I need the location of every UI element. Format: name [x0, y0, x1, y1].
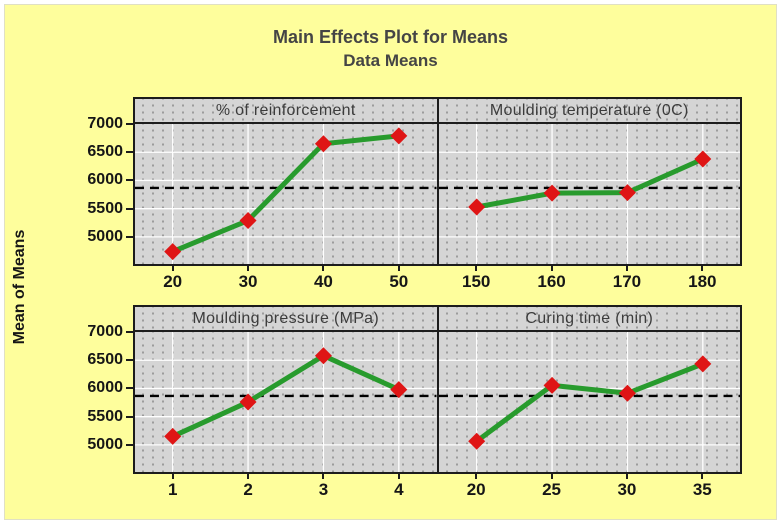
x-tick-mark	[701, 473, 704, 479]
data-point-marker	[239, 393, 257, 411]
x-tick-label: 35	[692, 480, 712, 499]
x-tick-label: 180	[688, 272, 717, 291]
x-tick-mark	[397, 265, 400, 271]
y-tick-label: 5500	[87, 407, 123, 425]
panel: Moulding pressure (MPa)	[135, 307, 437, 472]
y-tick-label: 6000	[87, 379, 123, 397]
chart-title: Main Effects Plot for Means	[272, 27, 509, 47]
y-tick-mark	[126, 151, 133, 154]
data-point-marker	[543, 184, 561, 202]
x-tick-label: 4	[394, 480, 404, 499]
data-point-marker	[164, 427, 182, 445]
x-tick-mark	[550, 265, 553, 271]
y-tick-mark	[126, 123, 133, 125]
x-tick-mark	[475, 473, 478, 479]
panel-title: Moulding pressure (MPa)	[192, 309, 380, 327]
x-tick-mark	[701, 265, 704, 271]
plot-frame: Main Effects Plot for Means Data Means M…	[4, 4, 777, 520]
y-tick-mark	[126, 331, 133, 333]
panel-canvas	[135, 332, 437, 472]
y-tick-label: 5500	[87, 199, 123, 217]
y-tick-label: 5000	[87, 435, 123, 453]
x-tick-mark	[397, 473, 400, 479]
x-tick-mark	[322, 265, 325, 271]
chart-subtitle: Data Means	[343, 51, 438, 70]
x-tick-mark	[247, 265, 250, 271]
y-tick-mark	[126, 387, 133, 390]
data-point-marker	[390, 127, 408, 145]
y-tick-label: 6000	[87, 171, 123, 189]
panel-row: % of reinforcement Moulding temperature (…	[133, 97, 742, 266]
x-tick-label: 30	[617, 480, 637, 499]
y-tick-mark	[126, 415, 133, 418]
data-point-marker	[467, 198, 485, 216]
y-tick-mark	[126, 443, 133, 446]
x-tick-label: 20	[466, 480, 486, 499]
y-tick-label: 7000	[87, 115, 123, 132]
x-tick-label: 160	[537, 272, 566, 291]
data-point-marker	[239, 212, 257, 230]
data-point-marker	[618, 384, 636, 402]
y-tick-mark	[126, 207, 133, 210]
panel-canvas	[438, 332, 740, 472]
y-tick-mark	[126, 359, 133, 362]
panel-title: Curing time (min)	[525, 309, 654, 327]
x-tick-label: 30	[238, 272, 258, 291]
x-tick-label: 50	[389, 272, 409, 291]
panel-plot-area	[135, 332, 437, 472]
x-tick-label: 170	[612, 272, 642, 291]
panel-row: Moulding pressure (MPa) Curing time (min)	[133, 305, 742, 474]
panel: Moulding temperature (0C)	[436, 99, 740, 264]
panel-header: % of reinforcement	[135, 99, 437, 124]
x-tick-label: 3	[318, 480, 329, 499]
panel-canvas	[438, 124, 740, 264]
series-line	[171, 352, 400, 439]
y-axis-label: Mean of Means	[11, 229, 28, 345]
data-point-marker	[543, 376, 561, 394]
data-point-marker	[693, 150, 711, 168]
x-tick-mark	[247, 473, 250, 479]
series-line	[475, 156, 704, 210]
y-tick-label: 5000	[87, 227, 123, 245]
y-tick-label: 6500	[87, 351, 123, 369]
panel-header: Curing time (min)	[438, 307, 740, 332]
x-tick-label: 2	[243, 480, 253, 499]
x-tick-mark	[625, 473, 628, 479]
panel-plot-area	[438, 332, 740, 472]
x-tick-mark	[322, 473, 325, 479]
panel-header: Moulding pressure (MPa)	[135, 307, 437, 332]
x-tick-mark	[625, 265, 628, 271]
title-block: Main Effects Plot for Means Data Means	[5, 25, 776, 72]
panel-plot-area	[438, 124, 740, 264]
y-tick-label: 6500	[87, 143, 123, 161]
panel: Curing time (min)	[436, 307, 740, 472]
panel-title: % of reinforcement	[215, 101, 356, 119]
y-tick-label: 7000	[87, 323, 123, 340]
x-tick-label: 25	[542, 480, 562, 499]
y-tick-mark	[126, 235, 133, 238]
panel-canvas	[135, 124, 437, 264]
x-tick-label: 40	[313, 272, 333, 291]
x-tick-label: 150	[462, 272, 491, 291]
x-tick-mark	[171, 265, 174, 271]
panel-plot-area	[135, 124, 437, 264]
x-tick-mark	[550, 473, 553, 479]
data-point-marker	[618, 184, 636, 202]
data-point-marker	[164, 243, 182, 261]
series-line	[474, 361, 704, 444]
panel-header: Moulding temperature (0C)	[438, 99, 740, 124]
x-tick-label: 20	[163, 272, 183, 291]
panel: % of reinforcement	[135, 99, 437, 264]
x-tick-mark	[475, 265, 478, 271]
data-point-marker	[693, 355, 711, 373]
series-line	[171, 133, 400, 254]
x-tick-label: 1	[167, 480, 178, 499]
panel-title: Moulding temperature (0C)	[489, 101, 689, 119]
x-tick-mark	[171, 473, 174, 479]
y-tick-mark	[126, 179, 133, 182]
